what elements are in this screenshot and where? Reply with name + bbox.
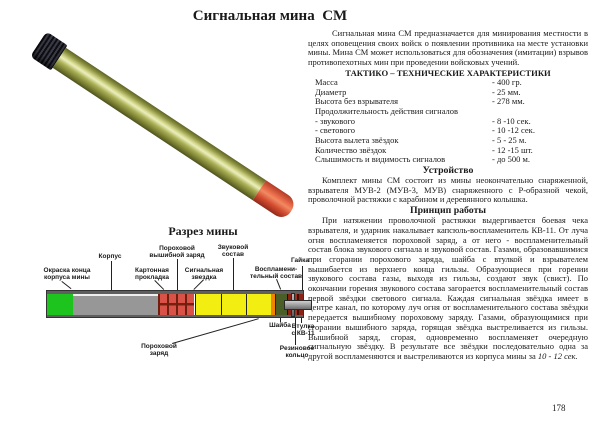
specs-list: Масса - 400 гр. Диаметр - 25 мм. Высота … [308, 76, 588, 165]
spec-row: Высота вылета звёздок - 5 - 25 м. [308, 134, 588, 146]
page-number: 178 [552, 403, 566, 413]
mine-cross-section [46, 290, 312, 318]
label-cardboard-gasket: Картонная прокладка [135, 267, 169, 282]
spec-label: Диаметр [315, 86, 347, 97]
cardboard-gasket [184, 291, 187, 317]
leader-line [111, 261, 112, 290]
label-expelling-charge: Пороховой вышибной заряд [149, 245, 205, 260]
mine-photo [30, 31, 298, 222]
principle-text: При натяжении проволочной растяжки выдер… [308, 215, 588, 361]
device-paragraph: Комплект мины СМ состоит из мины неоконч… [308, 175, 588, 205]
spec-row: Диаметр - 25 мм. [308, 86, 588, 98]
spec-label: Высота без взрывателя [315, 96, 399, 107]
signal-star [168, 291, 176, 317]
leader-line [276, 279, 282, 290]
spec-value: - 278 мм. [492, 96, 525, 107]
label-powder-charge: Пороховой заряд [141, 343, 177, 358]
sound-cell [222, 291, 247, 317]
spec-row: Продолжительность действия сигналов [308, 105, 588, 117]
intro-paragraph: Сигнальная мина СМ предназначается для м… [308, 28, 588, 68]
spec-row: - светового - 10 -12 сек. [308, 126, 588, 136]
spec-label: Высота вылета звёздок [315, 134, 399, 145]
spec-row: Высота без взрывателя - 278 мм. [308, 96, 588, 107]
leader-line [233, 258, 234, 290]
spec-value: - 10 -12 сек. [492, 125, 535, 136]
signal-star [186, 291, 194, 317]
leader-line [302, 266, 303, 290]
label-sound-composition: Звуковой состав [217, 244, 249, 259]
spec-label: Слышимость и видимость сигналов [315, 154, 446, 165]
spec-value: - 5 - 25 м. [492, 134, 527, 145]
label-body: Корпус [98, 253, 122, 260]
sound-cell [246, 291, 272, 317]
spec-value: - 8 -10 сек. [492, 115, 531, 126]
specs-heading: ТАКТИКО – ТЕХНИЧЕСКИЕ ХАРАКТЕРИСТИКИ [345, 67, 551, 78]
label-nut: Гайка [290, 257, 310, 264]
label-signal-star: Сигнальная звездка [184, 267, 224, 282]
spec-row: Слышимость и видимость сигналов - до 500… [308, 155, 588, 165]
label-rubber-ring: Резиновое кольцо [279, 345, 315, 360]
spec-label: Продолжительность действия сигналов [315, 105, 459, 116]
signal-star [177, 291, 185, 317]
sleeve-kv11-shaft [284, 300, 312, 310]
cardboard-gasket [166, 291, 169, 317]
spec-row: - звукового - 8 -10 сек. [308, 115, 588, 127]
diagram-heading: Разрез мины [168, 224, 238, 238]
spec-row: Масса - 400 гр. [308, 76, 588, 88]
page-title: Сигнальная мина СМ [192, 8, 348, 24]
label-sleeve-kv11: Втулка с КВ-11 [291, 323, 315, 338]
section-body [72, 291, 158, 317]
principle-heading: Принцип работы [409, 205, 487, 217]
sound-cell [196, 291, 222, 317]
device-heading: Устройство [422, 165, 474, 176]
leader-line [301, 318, 302, 323]
spec-value: - 25 мм. [492, 86, 521, 97]
section-signal-stars [157, 291, 196, 317]
leader-line [177, 259, 178, 290]
section-igniter-composition [271, 291, 277, 317]
spec-label: - звукового [315, 115, 355, 126]
signal-star [159, 291, 167, 317]
label-washer: Шайба [269, 322, 291, 329]
cardboard-gasket [175, 291, 178, 317]
mine-tube-body [52, 47, 266, 201]
spec-value: - 12 -15 шт. [492, 144, 533, 155]
spec-label: Количество звёздок [315, 144, 387, 155]
section-sound-composition [195, 291, 272, 317]
label-painted-end: Окраска конца корпуса мины [43, 267, 91, 282]
text-column: Сигнальная мина СМ предназначается для м… [308, 28, 588, 362]
spec-value: - 400 гр. [492, 76, 522, 87]
principle-duration-italic: 10 - 12 сек. [537, 350, 578, 361]
section-painted-end [47, 291, 73, 317]
leader-line [172, 318, 259, 344]
spec-label: Масса [315, 76, 338, 87]
label-igniter-composition: Воспламени- тельный состав [249, 266, 303, 281]
spec-label: - светового [315, 125, 356, 136]
leader-line [61, 281, 72, 290]
principle-paragraph: При натяжении проволочной растяжки выдер… [308, 215, 588, 362]
leader-line [280, 318, 281, 322]
leader-line [295, 318, 296, 345]
cardboard-gasket [157, 291, 160, 317]
spec-row: Количество звёздок - 12 -15 шт. [308, 144, 588, 156]
spec-value: - до 500 м. [492, 154, 531, 165]
